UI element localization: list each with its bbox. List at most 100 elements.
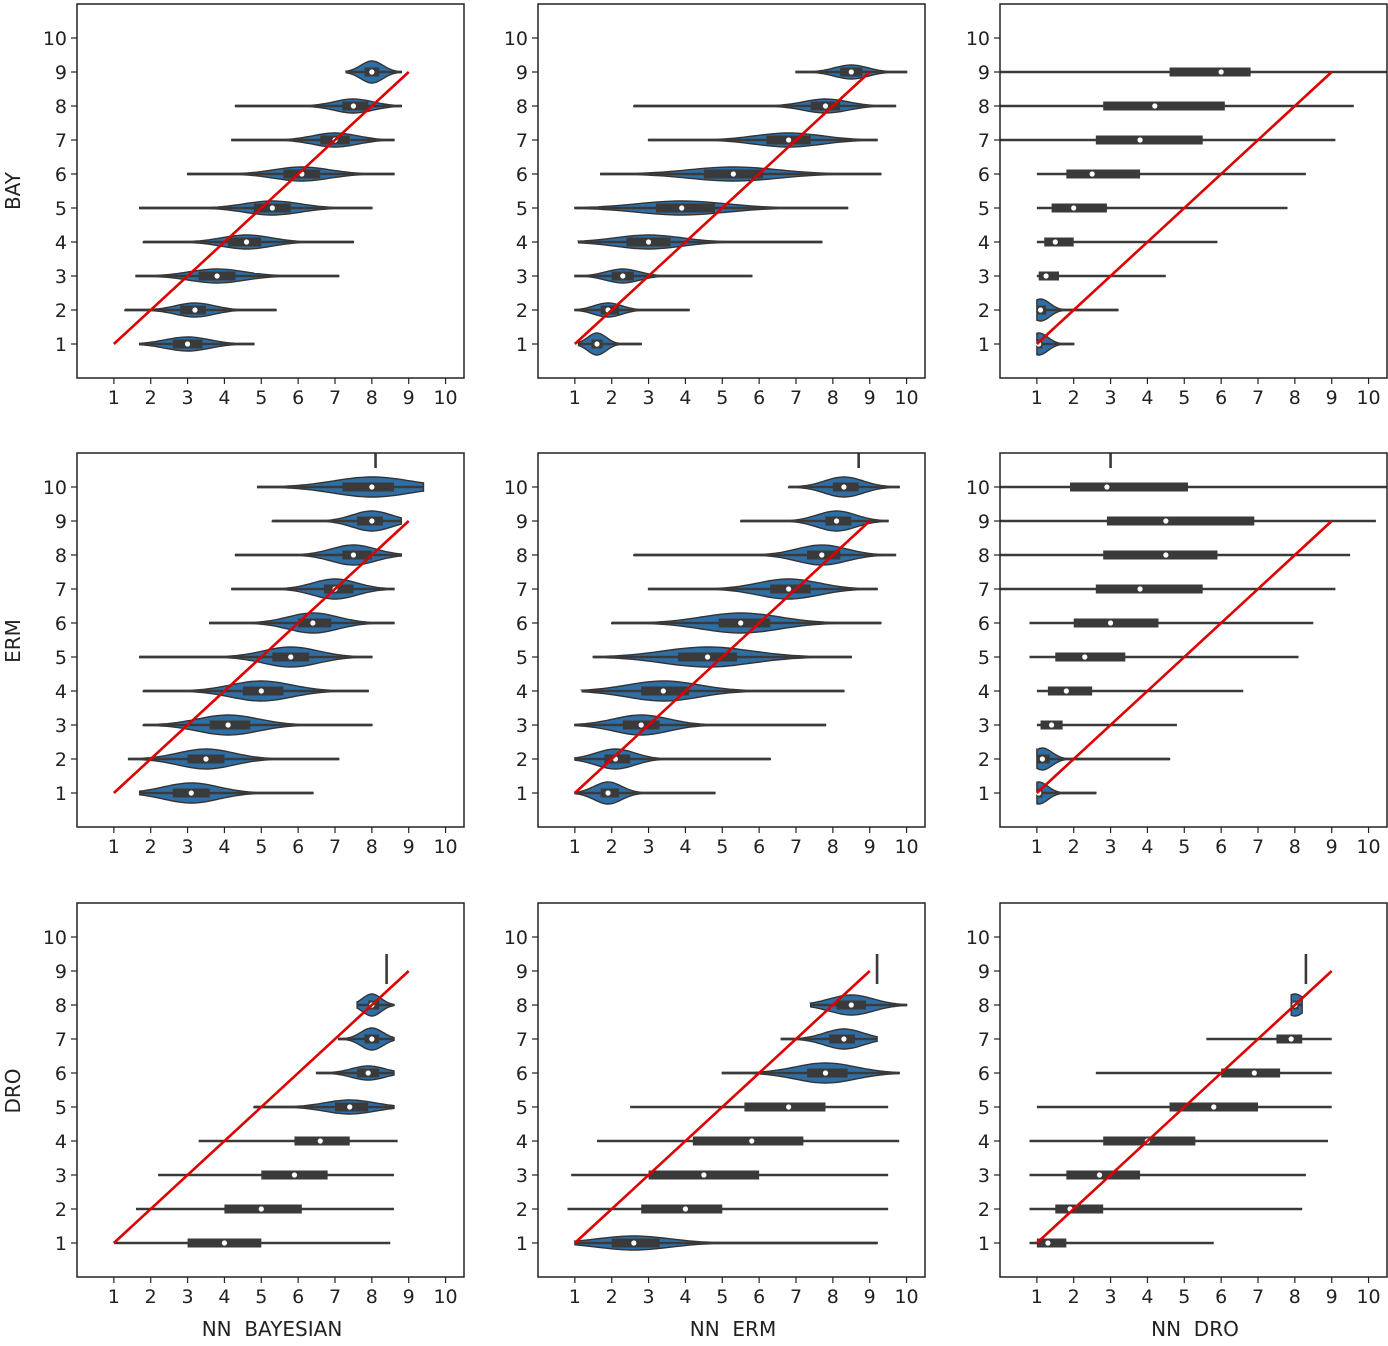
- iqr-box-level-6: [1073, 618, 1159, 628]
- y-tick-label: 1: [55, 1233, 67, 1255]
- axes-frame: [537, 452, 926, 828]
- y-tick-label: 8: [978, 96, 990, 118]
- iqr-box-level-6: [1221, 1068, 1281, 1078]
- iqr-box-level-5: [744, 1102, 826, 1112]
- y-tick-label: 2: [55, 1199, 67, 1221]
- iqr-box-level-6: [1066, 169, 1141, 179]
- y-tick-label: 7: [978, 579, 990, 601]
- y-tick-label: 1: [55, 334, 67, 356]
- plot-area: [1000, 67, 1387, 356]
- y-tick-label: 6: [55, 164, 67, 186]
- y-tick-label: 5: [55, 647, 67, 669]
- iqr-box-level-4: [692, 1136, 804, 1146]
- median-dot-level-6: [310, 620, 316, 626]
- median-dot-level-8: [848, 1002, 854, 1008]
- y-tick-label: 7: [55, 130, 67, 152]
- median-dot-level-4: [243, 239, 250, 245]
- median-dot-level-9: [848, 69, 854, 75]
- median-dot-level-3: [225, 722, 231, 728]
- median-dot-level-2: [1039, 756, 1045, 762]
- median-dot-level-1: [605, 790, 611, 796]
- median-dot-level-2: [1037, 307, 1044, 313]
- x-tick-label: 10: [894, 387, 918, 409]
- x-tick-label: 8: [366, 387, 378, 409]
- axes-frame: [76, 452, 465, 828]
- iqr-box-level-2: [1055, 1204, 1104, 1214]
- x-tick-label: 3: [182, 1286, 194, 1308]
- x-tick-label: 9: [1326, 836, 1338, 858]
- x-tick-label: 7: [1252, 836, 1264, 858]
- axes-frame: [537, 902, 926, 1278]
- y-tick-label: 7: [516, 1029, 528, 1051]
- x-tick-label: 10: [1356, 1286, 1380, 1308]
- y-tick-label: 9: [516, 511, 528, 533]
- x-tick-label: 1: [1031, 387, 1043, 409]
- x-tick-label: 1: [1031, 836, 1043, 858]
- median-dot-level-7: [1137, 137, 1143, 143]
- median-dot-level-4: [258, 688, 264, 694]
- iqr-box-level-10: [342, 482, 394, 492]
- y-tick-label: 8: [55, 96, 67, 118]
- x-tick-label: 6: [1215, 836, 1227, 858]
- y-tick-label: 6: [978, 1063, 990, 1085]
- median-dot-level-9: [1218, 69, 1224, 75]
- plot-area: [112, 453, 425, 804]
- subplot-erm-1: 1 2 3 4 5 6 7 8 9 10 1 2 3 4 5 6 7 8 9 10: [43, 452, 465, 858]
- x-tick-label: 10: [433, 1286, 457, 1308]
- axes-frame: [537, 3, 926, 379]
- y-tick-label: 7: [55, 579, 67, 601]
- median-dot-level-1: [184, 341, 191, 347]
- x-tick-label: 2: [606, 1286, 618, 1308]
- median-dot-level-8: [822, 103, 829, 109]
- x-tick-label: 1: [108, 1286, 120, 1308]
- col-label-nn-bayesian: NN BAYESIAN: [202, 1317, 343, 1341]
- median-dot-level-3: [1096, 1172, 1103, 1178]
- iqr-box-level-1: [1036, 1238, 1067, 1248]
- y-tick-label: 5: [55, 198, 67, 220]
- x-tick-label: 2: [1068, 387, 1080, 409]
- median-dot-level-2: [192, 307, 198, 313]
- y-tick-label: 3: [55, 715, 67, 737]
- y-tick-label: 10: [504, 28, 528, 50]
- x-tick-label: 4: [1141, 387, 1153, 409]
- iqr-box-level-4: [1044, 237, 1074, 247]
- median-dot-level-6: [738, 620, 744, 626]
- subplot-axes-layer: 1 2 3 4 5 6 7 8 9 10 1 2 3 4 5 6 7 8 9 10 1 2 3 4 5 6 7 8 9 10 1 2 3 4 5 6 7…: [43, 3, 1388, 1308]
- y-tick-label: 9: [978, 961, 990, 983]
- y-tick-label: 3: [978, 1165, 990, 1187]
- median-dot-level-10: [1104, 484, 1110, 490]
- y-tick-label: 4: [978, 681, 990, 703]
- median-dot-level-9: [833, 518, 840, 524]
- median-dot-level-9: [1163, 518, 1169, 524]
- x-tick-label: 6: [292, 387, 304, 409]
- x-tick-label: 4: [1141, 1286, 1153, 1308]
- y-tick-label: 5: [978, 1097, 990, 1119]
- x-tick-label: 4: [679, 836, 691, 858]
- y-tick-label: 1: [978, 783, 990, 805]
- median-dot-level-7: [786, 137, 792, 143]
- median-dot-level-8: [350, 103, 357, 109]
- x-tick-label: 10: [433, 387, 457, 409]
- y-tick-label: 2: [516, 1199, 528, 1221]
- iqr-box-level-8: [1103, 101, 1225, 111]
- y-tick-label: 8: [55, 545, 67, 567]
- x-tick-label: 8: [1289, 1286, 1301, 1308]
- median-dot-level-5: [269, 205, 275, 211]
- y-tick-label: 4: [978, 1131, 990, 1153]
- y-tick-label: 7: [55, 1029, 67, 1051]
- subplot-erm-3: 1 2 3 4 5 6 7 8 9 10 1 2 3 4 5 6 7 8 9 10: [966, 452, 1388, 858]
- x-tick-label: 2: [606, 387, 618, 409]
- diagonal-reference-line: [112, 71, 410, 345]
- x-tick-label: 7: [790, 387, 802, 409]
- median-dot-level-1: [1045, 1240, 1051, 1246]
- x-tick-label: 6: [753, 387, 765, 409]
- y-tick-label: 2: [978, 749, 990, 771]
- y-tick-label: 9: [978, 511, 990, 533]
- x-tick-label: 4: [679, 387, 691, 409]
- x-tick-label: 9: [864, 1286, 876, 1308]
- median-dot-level-2: [682, 1206, 689, 1212]
- x-tick-label: 9: [403, 836, 415, 858]
- median-dot-level-1: [631, 1240, 637, 1246]
- plot-area: [573, 453, 900, 805]
- diagonal-reference-line: [1035, 970, 1333, 1244]
